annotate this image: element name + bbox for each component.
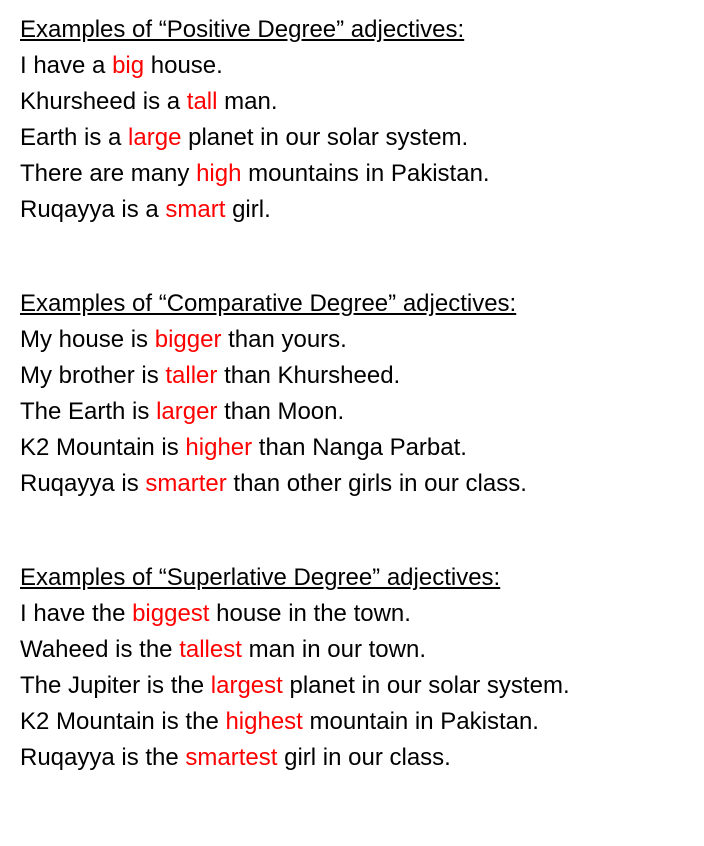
- text-post: house.: [144, 52, 223, 79]
- example-line: My brother is taller than Khursheed.: [20, 358, 684, 394]
- example-line: Waheed is the tallest man in our town.: [20, 632, 684, 668]
- text-pre: I have the: [20, 600, 132, 627]
- example-line: The Jupiter is the largest planet in our…: [20, 668, 684, 704]
- text-post: than Moon.: [217, 398, 344, 425]
- example-line: There are many high mountains in Pakista…: [20, 156, 684, 192]
- example-line: K2 Mountain is the highest mountain in P…: [20, 704, 684, 740]
- adjective: taller: [165, 362, 217, 389]
- example-line: Ruqayya is the smartest girl in our clas…: [20, 740, 684, 776]
- text-pre: The Earth is: [20, 398, 156, 425]
- example-line: Earth is a large planet in our solar sys…: [20, 120, 684, 156]
- text-post: than yours.: [221, 326, 346, 353]
- text-pre: Ruqayya is a: [20, 196, 165, 223]
- section-comparative: Examples of “Comparative Degree” adjecti…: [20, 286, 684, 502]
- text-pre: Ruqayya is the: [20, 744, 185, 771]
- text-post: than Khursheed.: [217, 362, 400, 389]
- heading-comparative: Examples of “Comparative Degree” adjecti…: [20, 286, 684, 322]
- adjective: highest: [225, 708, 302, 735]
- example-line: The Earth is larger than Moon.: [20, 394, 684, 430]
- example-line: I have the biggest house in the town.: [20, 596, 684, 632]
- text-post: planet in our solar system.: [283, 672, 570, 699]
- adjective: high: [196, 160, 241, 187]
- text-post: than other girls in our class.: [227, 470, 527, 497]
- example-line: Khursheed is a tall man.: [20, 84, 684, 120]
- text-post: house in the town.: [209, 600, 410, 627]
- text-pre: I have a: [20, 52, 112, 79]
- adjective: larger: [156, 398, 217, 425]
- text-pre: K2 Mountain is: [20, 434, 185, 461]
- adjective: bigger: [155, 326, 222, 353]
- text-post: mountain in Pakistan.: [303, 708, 539, 735]
- text-post: man.: [217, 88, 277, 115]
- text-pre: Earth is a: [20, 124, 128, 151]
- text-pre: There are many: [20, 160, 196, 187]
- text-post: mountains in Pakistan.: [241, 160, 489, 187]
- text-post: than Nanga Parbat.: [252, 434, 467, 461]
- adjective: higher: [185, 434, 252, 461]
- heading-superlative: Examples of “Superlative Degree” adjecti…: [20, 560, 684, 596]
- text-post: planet in our solar system.: [181, 124, 468, 151]
- adjective: large: [128, 124, 181, 151]
- text-pre: Khursheed is a: [20, 88, 187, 115]
- adjective: smartest: [185, 744, 277, 771]
- text-post: girl in our class.: [277, 744, 450, 771]
- text-pre: My brother is: [20, 362, 165, 389]
- text-pre: Ruqayya is: [20, 470, 145, 497]
- text-pre: Waheed is the: [20, 636, 179, 663]
- example-line: Ruqayya is a smart girl.: [20, 192, 684, 228]
- adjective: big: [112, 52, 144, 79]
- adjective: largest: [211, 672, 283, 699]
- adjective: smarter: [145, 470, 226, 497]
- example-line: Ruqayya is smarter than other girls in o…: [20, 466, 684, 502]
- adjective: biggest: [132, 600, 209, 627]
- text-pre: My house is: [20, 326, 155, 353]
- text-pre: K2 Mountain is the: [20, 708, 225, 735]
- text-pre: The Jupiter is the: [20, 672, 211, 699]
- adjective: tallest: [179, 636, 242, 663]
- example-line: My house is bigger than yours.: [20, 322, 684, 358]
- example-line: K2 Mountain is higher than Nanga Parbat.: [20, 430, 684, 466]
- adjective: smart: [165, 196, 225, 223]
- text-post: girl.: [225, 196, 270, 223]
- section-positive: Examples of “Positive Degree” adjectives…: [20, 12, 684, 228]
- text-post: man in our town.: [242, 636, 426, 663]
- heading-positive: Examples of “Positive Degree” adjectives…: [20, 12, 684, 48]
- section-superlative: Examples of “Superlative Degree” adjecti…: [20, 560, 684, 776]
- adjective: tall: [187, 88, 218, 115]
- example-line: I have a big house.: [20, 48, 684, 84]
